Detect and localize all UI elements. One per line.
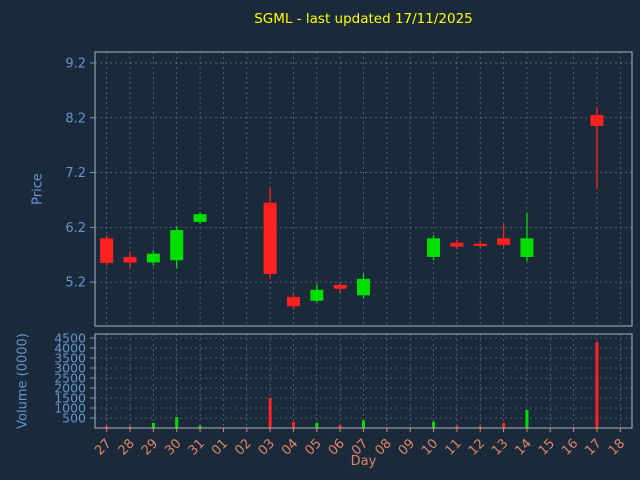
volume-bar <box>478 426 482 428</box>
volume-bar <box>362 420 365 428</box>
volume-tick-label: 1000 <box>54 401 86 416</box>
chart-title: SGML - last updated 17/11/2025 <box>254 11 473 27</box>
candle-body <box>100 238 114 263</box>
price-tick-label: 7.2 <box>65 166 86 181</box>
axes-spine <box>94 51 633 327</box>
candle-body <box>333 284 347 289</box>
volume-tick-label: 500 <box>62 411 86 426</box>
volume-tick-label: 2500 <box>54 371 86 386</box>
axes-spine <box>94 333 633 429</box>
volume-tick-label: 2000 <box>54 381 86 396</box>
price-tick-label: 9.2 <box>65 56 86 71</box>
candle-body <box>473 243 487 246</box>
volume-bar <box>175 417 179 428</box>
price-tick-label: 8.2 <box>65 111 86 126</box>
volume-tick-label: 3500 <box>54 351 86 366</box>
volume-axis-label: Volume (0000) <box>15 333 31 429</box>
volume-tick-label: 1500 <box>54 391 86 406</box>
candle-body <box>427 238 441 257</box>
candle-body <box>520 238 534 257</box>
candle-body <box>193 214 207 222</box>
volume-bar <box>338 425 342 428</box>
day-axis-label: Day <box>350 454 377 469</box>
volume-bar <box>105 426 109 428</box>
candle-body <box>123 256 137 263</box>
volume-bar <box>595 342 599 428</box>
volume-tick-label: 4500 <box>54 331 86 346</box>
price-tick-label: 5.2 <box>65 276 86 291</box>
candle-body <box>450 242 464 247</box>
candle-body <box>310 289 324 301</box>
candle-body <box>146 253 160 263</box>
candle-body <box>170 230 184 261</box>
price-axis-label: Price <box>30 173 46 205</box>
volume-bar <box>128 426 132 428</box>
candle-body <box>286 296 300 307</box>
volume-bar <box>198 425 202 428</box>
volume-bar <box>455 425 459 428</box>
price-tick-label: 6.2 <box>65 221 86 236</box>
candle-body <box>357 278 370 296</box>
volume-bar <box>432 421 436 428</box>
candle-body <box>590 115 604 126</box>
volume-bar <box>268 398 272 428</box>
volume-bar <box>525 410 529 428</box>
volume-bar <box>315 422 319 428</box>
volume-tick-label: 4000 <box>54 341 86 356</box>
volume-bar <box>151 423 155 428</box>
volume-bar <box>502 422 506 428</box>
volume-tick-label: 3000 <box>54 361 86 376</box>
volume-bar <box>291 422 295 428</box>
candle-body <box>497 238 511 245</box>
candle-body <box>263 202 277 274</box>
